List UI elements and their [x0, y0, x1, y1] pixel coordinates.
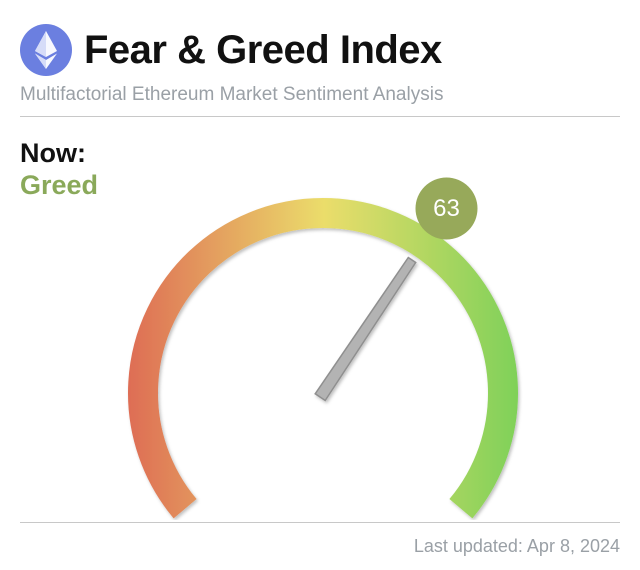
gauge-arc [128, 198, 518, 519]
gauge-needle [314, 256, 417, 402]
bottom-divider [20, 522, 620, 523]
header: Fear & Greed Index [20, 22, 442, 78]
sentiment-label: Greed [20, 170, 99, 200]
now-label: Now: [20, 138, 86, 168]
value-label: 63 [433, 195, 460, 222]
last-updated: Last updated: Apr 8, 2024 [413, 536, 620, 556]
value-badge [415, 177, 478, 240]
page-title: Fear & Greed Index [84, 28, 442, 72]
top-divider [20, 116, 620, 117]
ethereum-icon [20, 24, 72, 76]
page-subtitle: Multifactorial Ethereum Market Sentiment… [20, 84, 444, 105]
sentiment-gauge: 63 [128, 177, 518, 519]
